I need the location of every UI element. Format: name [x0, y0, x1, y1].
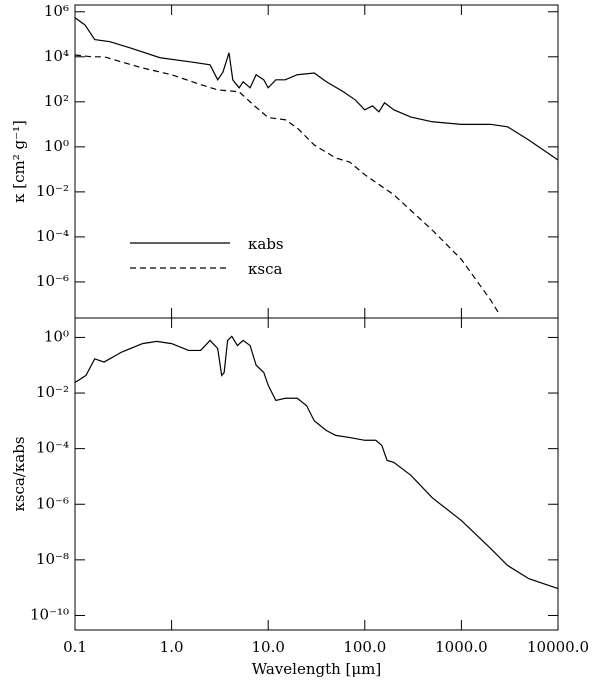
y-tick-label: 10⁻⁴: [36, 439, 69, 457]
series-line: [74, 17, 559, 161]
series-line: [74, 54, 501, 316]
x-tick-label: 1.0: [160, 638, 184, 656]
y-tick-label: 10⁻²: [36, 182, 69, 200]
series-line: [74, 335, 559, 590]
x-tick-label: 100.0: [343, 638, 386, 656]
x-tick-label: 10000.0: [527, 638, 589, 656]
y-tick-label: 10⁶: [44, 2, 69, 20]
y-tick-label: 10²: [44, 92, 69, 110]
y-tick-label: 10⁻⁴: [36, 227, 69, 245]
y-tick-label: 10⁰: [44, 137, 69, 155]
x-tick-label: 0.1: [63, 638, 87, 656]
x-axis-label: Wavelength [μm]: [252, 660, 381, 678]
legend-label: κsca: [248, 260, 282, 278]
y-tick-label: 10⁴: [44, 47, 69, 65]
y-tick-label: 10⁻⁶: [36, 494, 69, 512]
legend-label: κabs: [248, 235, 284, 253]
y-tick-label: 10⁻⁸: [36, 550, 69, 568]
y-tick-label: 10⁻¹⁰: [30, 605, 69, 623]
y-tick-label: 10⁻²: [36, 383, 69, 401]
y-axis-label: κsca/κabs: [10, 436, 28, 511]
bottom-panel-frame: [74, 317, 559, 631]
y-tick-label: 10⁻⁶: [36, 272, 69, 290]
x-tick-label: 1000.0: [435, 638, 488, 656]
y-axis-label: κ [cm² g⁻¹]: [10, 120, 28, 203]
y-tick-label: 10⁰: [44, 327, 69, 345]
top-panel-frame: [74, 4, 559, 319]
x-tick-label: 10.0: [251, 638, 284, 656]
